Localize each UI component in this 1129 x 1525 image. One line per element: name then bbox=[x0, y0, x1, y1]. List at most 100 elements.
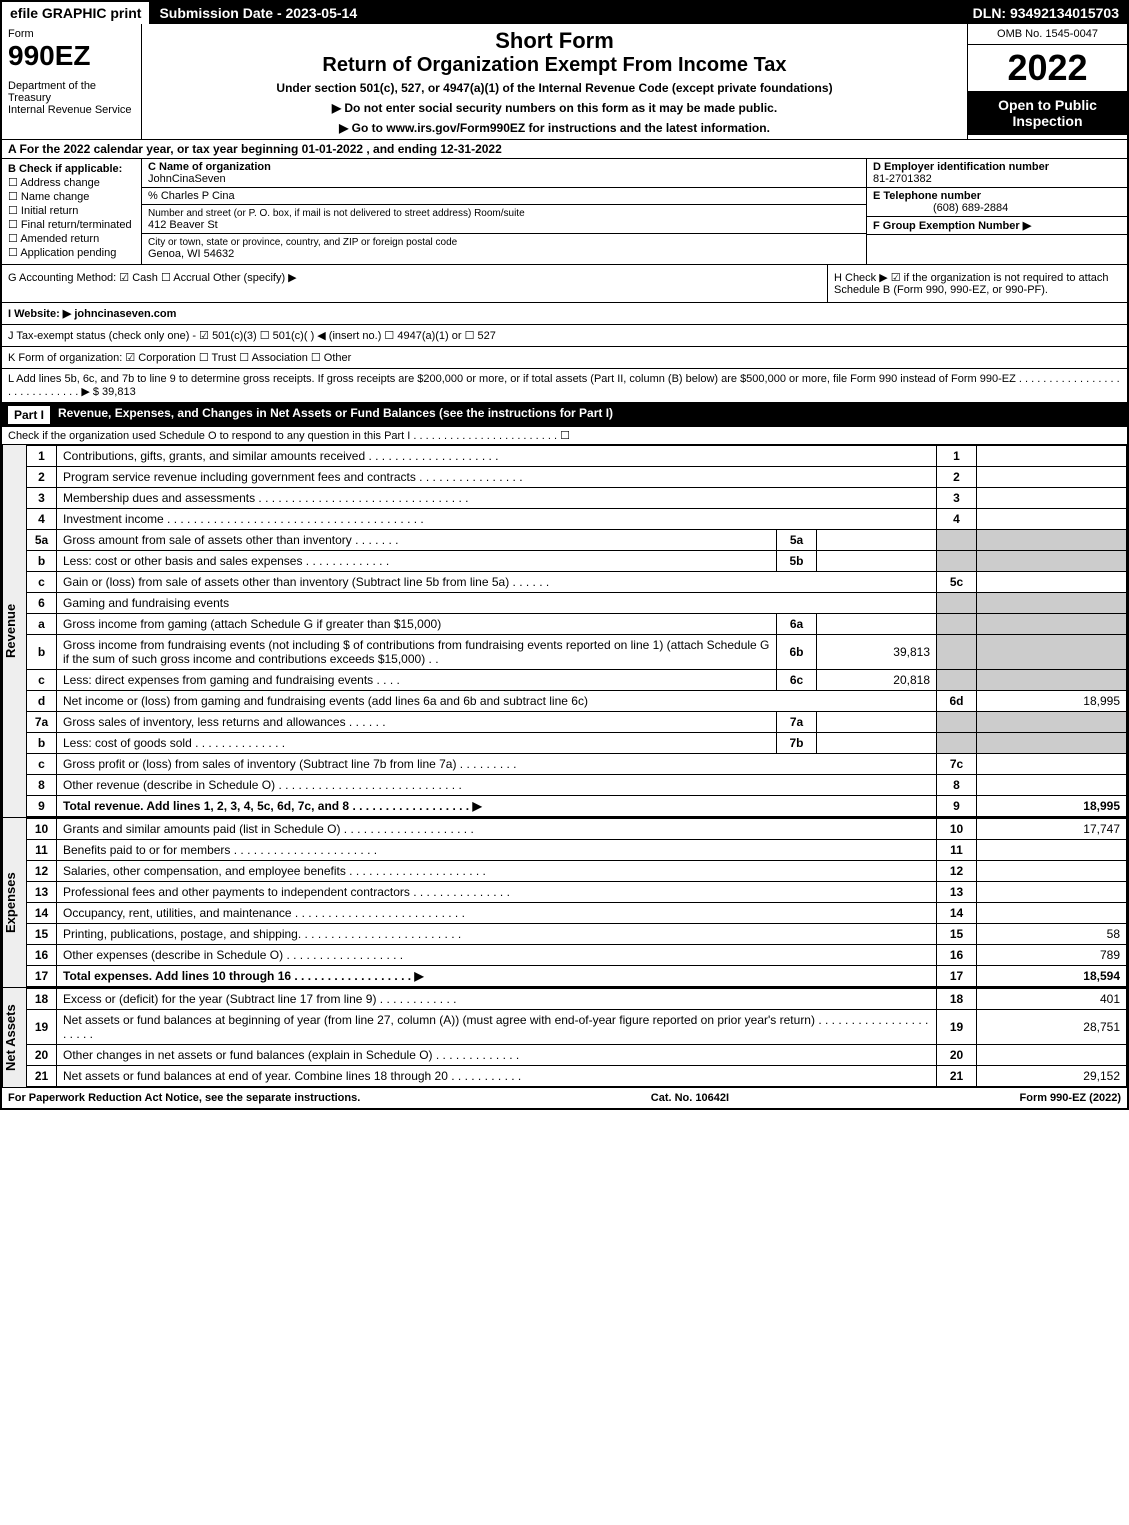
line-rnum: 2 bbox=[937, 467, 977, 488]
website[interactable]: I Website: ▶ johncinaseven.com bbox=[8, 308, 176, 320]
title-short-form: Short Form bbox=[148, 28, 961, 54]
line-num: 12 bbox=[27, 861, 57, 882]
line-num: a bbox=[27, 614, 57, 635]
line-rnum: 10 bbox=[937, 819, 977, 840]
line-num: 2 bbox=[27, 467, 57, 488]
line-val: 18,995 bbox=[977, 796, 1127, 817]
line-8: 8Other revenue (describe in Schedule O) … bbox=[27, 775, 1127, 796]
c-label: C Name of organization bbox=[148, 161, 271, 173]
expenses-section: Expenses 10Grants and similar amounts pa… bbox=[2, 818, 1127, 988]
ein: 81-2701382 bbox=[873, 173, 932, 185]
line-subcol: 7b bbox=[777, 733, 817, 754]
tax-year: 2022 bbox=[968, 45, 1127, 91]
line-11: 11Benefits paid to or for members . . . … bbox=[27, 840, 1127, 861]
cb-label: Name change bbox=[21, 191, 90, 203]
line-desc: Net income or (loss) from gaming and fun… bbox=[57, 691, 937, 712]
cb-name-change[interactable]: ☐ Name change bbox=[8, 190, 135, 203]
shade bbox=[937, 733, 977, 754]
line-desc: Salaries, other compensation, and employ… bbox=[57, 861, 937, 882]
shade bbox=[977, 551, 1127, 572]
line-rnum: 4 bbox=[937, 509, 977, 530]
line-num: b bbox=[27, 635, 57, 670]
shade bbox=[937, 712, 977, 733]
line-7a: 7aGross sales of inventory, less returns… bbox=[27, 712, 1127, 733]
shade bbox=[977, 733, 1127, 754]
expenses-table: 10Grants and similar amounts paid (list … bbox=[26, 818, 1127, 987]
line-num: c bbox=[27, 754, 57, 775]
shade bbox=[977, 614, 1127, 635]
netassets-label: Net Assets bbox=[2, 988, 26, 1087]
line-num: 3 bbox=[27, 488, 57, 509]
part1-label: Part I bbox=[8, 406, 50, 424]
footer-right: Form 990-EZ (2022) bbox=[1020, 1092, 1121, 1104]
line-val: 58 bbox=[977, 924, 1127, 945]
line-num: d bbox=[27, 691, 57, 712]
shade bbox=[937, 670, 977, 691]
cb-initial-return[interactable]: ☐ Initial return bbox=[8, 204, 135, 217]
line-rnum: 6d bbox=[937, 691, 977, 712]
line-desc: Less: cost or other basis and sales expe… bbox=[57, 551, 777, 572]
line-desc: Investment income . . . . . . . . . . . … bbox=[57, 509, 937, 530]
line-val bbox=[977, 775, 1127, 796]
line-desc: Gross sales of inventory, less returns a… bbox=[57, 712, 777, 733]
efile-print[interactable]: efile GRAPHIC print bbox=[2, 2, 151, 24]
row-a-text: A For the 2022 calendar year, or tax yea… bbox=[8, 142, 502, 156]
cb-amended[interactable]: ☐ Amended return bbox=[8, 232, 135, 245]
street-label: Number and street (or P. O. box, if mail… bbox=[148, 208, 525, 219]
dept: Department of the Treasury Internal Reve… bbox=[8, 80, 135, 116]
line-num: 19 bbox=[27, 1010, 57, 1045]
row-l: L Add lines 5b, 6c, and 7b to line 9 to … bbox=[2, 369, 1127, 403]
d-label: D Employer identification number bbox=[873, 161, 1049, 173]
cb-label: Application pending bbox=[20, 247, 116, 259]
line-num: b bbox=[27, 551, 57, 572]
line-rnum: 12 bbox=[937, 861, 977, 882]
form-label: Form bbox=[8, 28, 135, 40]
line-subcol: 5b bbox=[777, 551, 817, 572]
line-rnum: 18 bbox=[937, 989, 977, 1010]
line-val bbox=[977, 467, 1127, 488]
line-val: 18,594 bbox=[977, 966, 1127, 987]
line-1: 1Contributions, gifts, grants, and simil… bbox=[27, 446, 1127, 467]
line-num: 6 bbox=[27, 593, 57, 614]
line-subval bbox=[817, 551, 937, 572]
line-rnum: 15 bbox=[937, 924, 977, 945]
line-desc: Grants and similar amounts paid (list in… bbox=[57, 819, 937, 840]
h-check: H Check ▶ ☑ if the organization is not r… bbox=[827, 265, 1127, 302]
line-14: 14Occupancy, rent, utilities, and mainte… bbox=[27, 903, 1127, 924]
subtitle: Under section 501(c), 527, or 4947(a)(1)… bbox=[148, 81, 961, 95]
line-val: 17,747 bbox=[977, 819, 1127, 840]
line-num: 11 bbox=[27, 840, 57, 861]
line-rnum: 17 bbox=[937, 966, 977, 987]
revenue-label: Revenue bbox=[2, 445, 26, 817]
row-k: K Form of organization: ☑ Corporation ☐ … bbox=[2, 347, 1127, 369]
shade bbox=[937, 530, 977, 551]
line-val: 789 bbox=[977, 945, 1127, 966]
line-6a: aGross income from gaming (attach Schedu… bbox=[27, 614, 1127, 635]
cb-final-return[interactable]: ☐ Final return/terminated bbox=[8, 218, 135, 231]
line-desc: Membership dues and assessments . . . . … bbox=[57, 488, 937, 509]
note-goto: ▶ Go to www.irs.gov/Form990EZ for instru… bbox=[148, 121, 961, 135]
line-5a: 5aGross amount from sale of assets other… bbox=[27, 530, 1127, 551]
line-rnum: 1 bbox=[937, 446, 977, 467]
block-b: B Check if applicable: ☐ Address change … bbox=[2, 159, 142, 264]
line-desc: Printing, publications, postage, and shi… bbox=[57, 924, 937, 945]
line-10: 10Grants and similar amounts paid (list … bbox=[27, 819, 1127, 840]
footer-left: For Paperwork Reduction Act Notice, see … bbox=[8, 1092, 360, 1104]
line-subval bbox=[817, 733, 937, 754]
cb-address-change[interactable]: ☐ Address change bbox=[8, 176, 135, 189]
shade bbox=[977, 530, 1127, 551]
line-num: 10 bbox=[27, 819, 57, 840]
line-desc: Gaming and fundraising events bbox=[57, 593, 937, 614]
line-desc: Net assets or fund balances at end of ye… bbox=[57, 1066, 937, 1087]
line-desc: Less: direct expenses from gaming and fu… bbox=[57, 670, 777, 691]
cb-app-pending[interactable]: ☐ Application pending bbox=[8, 246, 135, 259]
line-desc: Other expenses (describe in Schedule O) … bbox=[57, 945, 937, 966]
b-label: B Check if applicable: bbox=[8, 163, 122, 175]
shade bbox=[937, 551, 977, 572]
shade bbox=[977, 670, 1127, 691]
shade bbox=[937, 614, 977, 635]
line-num: c bbox=[27, 670, 57, 691]
block-c: C Name of organizationJohnCinaSeven % Ch… bbox=[142, 159, 867, 264]
title-return: Return of Organization Exempt From Incom… bbox=[148, 54, 961, 77]
line-subcol: 7a bbox=[777, 712, 817, 733]
